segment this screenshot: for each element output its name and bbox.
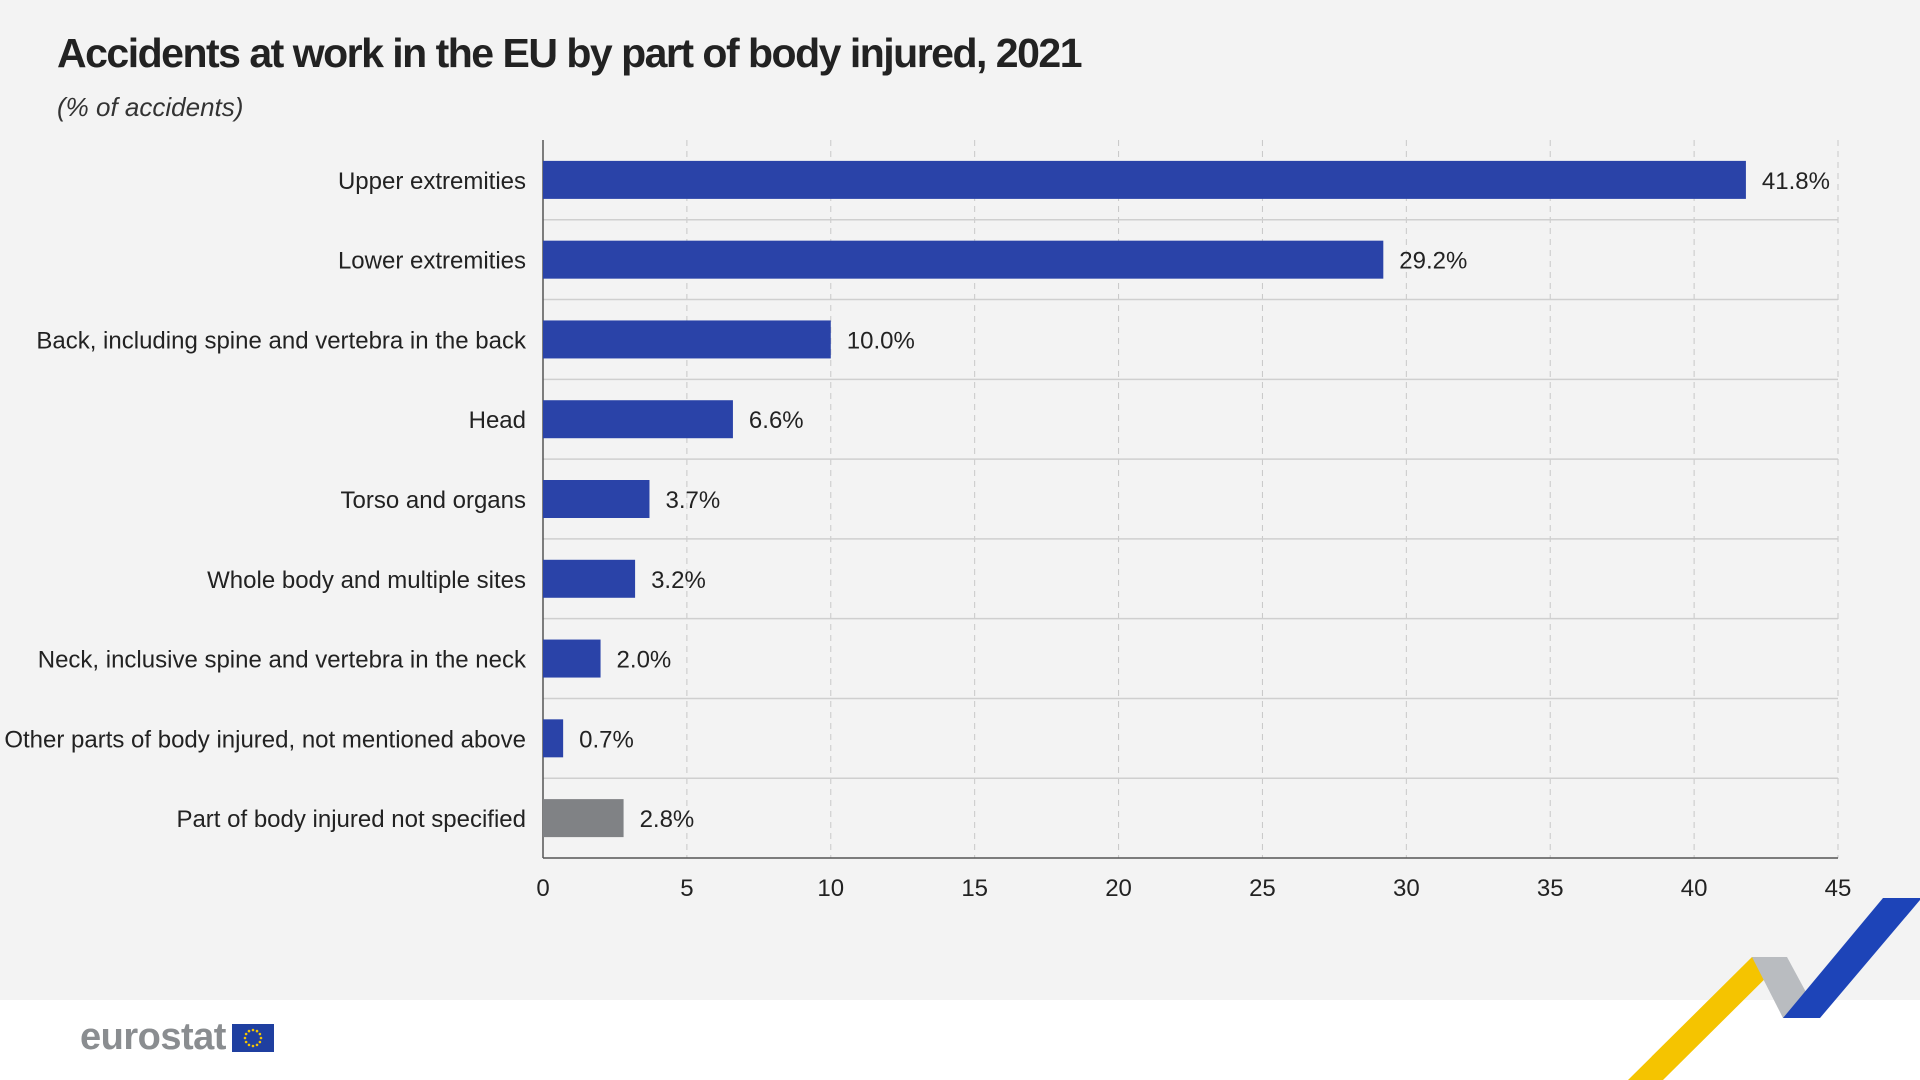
bars (543, 160, 1746, 838)
bar (543, 480, 650, 518)
category-label: Part of body injured not specified (176, 806, 526, 833)
x-tick-label: 10 (817, 875, 844, 902)
x-tick-label: 30 (1393, 875, 1420, 902)
x-tick-label: 25 (1249, 875, 1276, 902)
chart-title: Accidents at work in the EU by part of b… (57, 30, 1083, 76)
ribbon-blue (1783, 898, 1920, 1018)
category-label: Neck, inclusive spine and vertebra in th… (38, 647, 527, 674)
value-label: 6.6% (749, 407, 804, 434)
grid-lines (542, 140, 1839, 859)
category-label: Head (469, 407, 526, 434)
x-tick-label: 40 (1681, 875, 1708, 902)
x-axis-ticks: 0 5 10 15 20 25 30 35 40 45 (536, 875, 1851, 902)
value-label: 2.0% (617, 647, 672, 674)
ribbon-yellow (1628, 957, 1787, 1080)
value-label: 29.2% (1399, 248, 1467, 275)
bar (543, 559, 636, 598)
x-tick-label: 5 (680, 875, 693, 902)
value-label: 3.2% (651, 567, 706, 594)
category-label: Back, including spine and vertebra in th… (36, 327, 527, 354)
chart-subtitle: (% of accidents) (57, 92, 244, 122)
bar (543, 639, 601, 678)
bar (543, 719, 564, 758)
eu-flag-icon (231, 1023, 274, 1052)
value-label: 2.8% (640, 806, 695, 833)
category-labels: Upper extremities Lower extremities Back, … (4, 168, 527, 833)
bar-chart: Upper extremities Lower extremities Back, … (4, 140, 1851, 902)
bar (543, 160, 1746, 199)
category-label: Other parts of body injured, not mention… (4, 726, 526, 753)
x-tick-label: 0 (536, 875, 549, 902)
category-label: Upper extremities (338, 168, 526, 195)
value-labels: 41.8% 29.2% 10.0% 6.6% 3.7% 3.2% 2.0% 0.7% 2.8% (579, 168, 1830, 833)
x-tick-label: 45 (1825, 875, 1852, 902)
x-tick-label: 20 (1105, 875, 1132, 902)
eurostat-wordmark: eurostat (80, 1016, 226, 1058)
eurostat-logo: eurostat (80, 1016, 274, 1059)
value-label: 0.7% (579, 726, 634, 753)
bar (543, 240, 1384, 279)
category-label: Whole body and multiple sites (207, 567, 526, 594)
bar (543, 320, 831, 359)
category-label: Torso and organs (341, 487, 526, 514)
x-tick-label: 15 (961, 875, 988, 902)
category-label: Lower extremities (338, 248, 526, 275)
bar (543, 799, 624, 838)
x-tick-label: 35 (1537, 875, 1564, 902)
value-label: 3.7% (665, 487, 720, 514)
bar (543, 400, 733, 439)
value-label: 10.0% (847, 327, 915, 354)
value-label: 41.8% (1762, 168, 1830, 195)
